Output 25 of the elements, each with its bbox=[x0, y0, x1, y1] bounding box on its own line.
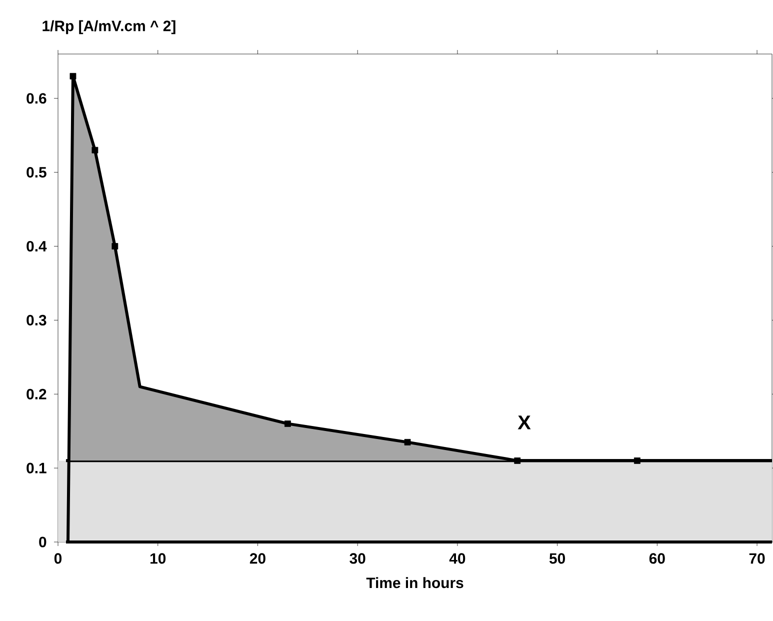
x-tick-label: 30 bbox=[350, 553, 366, 564]
point bbox=[284, 420, 291, 427]
y-tick-label: 0.4 bbox=[26, 240, 47, 252]
x-tick-label: 50 bbox=[549, 553, 565, 564]
annotation: X bbox=[518, 416, 531, 430]
x-tick-label: 0 bbox=[54, 553, 62, 564]
y-tick-label: 0 bbox=[39, 536, 46, 548]
x-tick-label: 40 bbox=[449, 553, 466, 564]
point bbox=[404, 438, 411, 446]
x-tick-label: 70 bbox=[749, 553, 765, 564]
x-tick-label: 20 bbox=[250, 553, 266, 564]
y-tick-label: 0.2 bbox=[26, 388, 46, 400]
point bbox=[92, 146, 98, 154]
point bbox=[112, 243, 118, 250]
x-tick-label: 60 bbox=[649, 553, 665, 564]
x-tick-label: 10 bbox=[150, 553, 166, 564]
y-tick-label: 0.5 bbox=[26, 167, 46, 178]
point bbox=[514, 457, 521, 464]
point bbox=[70, 72, 76, 80]
x-axis-title: Time in hours bbox=[366, 577, 464, 588]
y-tick-label: 0.1 bbox=[26, 462, 46, 474]
point bbox=[634, 457, 640, 464]
y-axis-title: 1/Rp [A/mV.cm ^ 2] bbox=[42, 20, 176, 34]
y-tick-label: 0.3 bbox=[26, 314, 46, 326]
y-tick-label: 0.6 bbox=[26, 93, 46, 104]
